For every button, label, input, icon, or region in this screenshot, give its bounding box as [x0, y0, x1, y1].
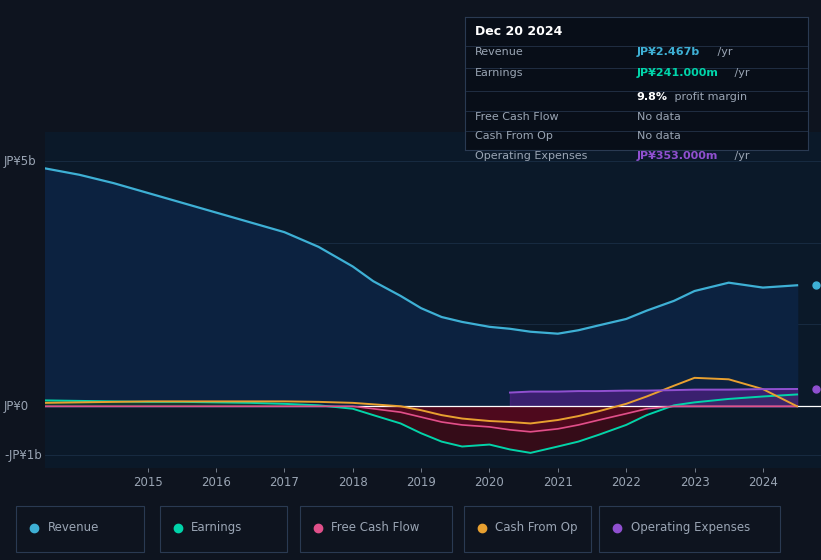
- Text: -JP¥1b: -JP¥1b: [4, 449, 42, 462]
- Text: Cash From Op: Cash From Op: [495, 521, 577, 534]
- Text: JP¥353.000m: JP¥353.000m: [636, 151, 718, 161]
- Text: Revenue: Revenue: [475, 47, 524, 57]
- Text: JP¥0: JP¥0: [4, 400, 30, 413]
- Text: Earnings: Earnings: [191, 521, 243, 534]
- Text: /yr: /yr: [731, 68, 750, 78]
- Text: No data: No data: [636, 130, 681, 141]
- Text: JP¥5b: JP¥5b: [4, 155, 37, 167]
- Text: Cash From Op: Cash From Op: [475, 130, 553, 141]
- Text: JP¥2.467b: JP¥2.467b: [636, 47, 699, 57]
- Text: JP¥241.000m: JP¥241.000m: [636, 68, 718, 78]
- Text: Free Cash Flow: Free Cash Flow: [331, 521, 420, 534]
- Text: Free Cash Flow: Free Cash Flow: [475, 112, 559, 122]
- Text: No data: No data: [636, 112, 681, 122]
- Text: Operating Expenses: Operating Expenses: [631, 521, 750, 534]
- Text: Dec 20 2024: Dec 20 2024: [475, 25, 562, 38]
- Text: Earnings: Earnings: [475, 68, 524, 78]
- Text: Revenue: Revenue: [48, 521, 99, 534]
- Text: Operating Expenses: Operating Expenses: [475, 151, 588, 161]
- Text: /yr: /yr: [731, 151, 750, 161]
- Text: 9.8%: 9.8%: [636, 92, 667, 102]
- Text: /yr: /yr: [713, 47, 732, 57]
- Text: profit margin: profit margin: [671, 92, 747, 102]
